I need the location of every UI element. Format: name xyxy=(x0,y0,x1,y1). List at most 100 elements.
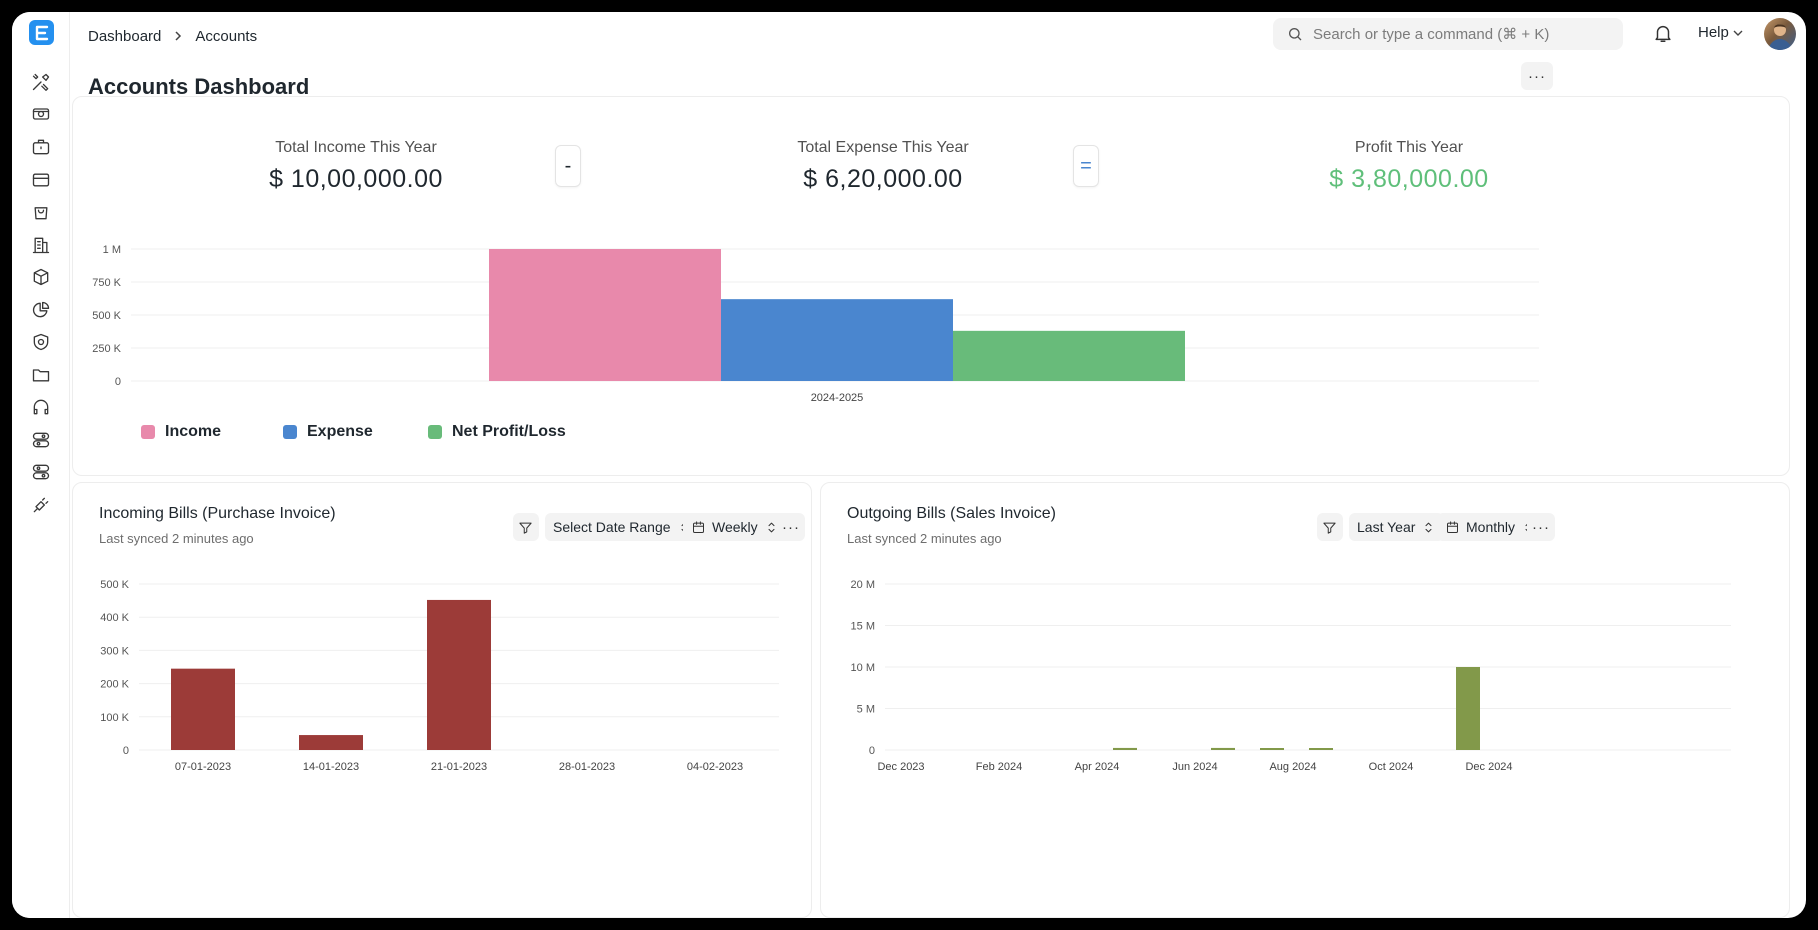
outgoing-interval-select[interactable]: Monthly xyxy=(1437,513,1545,541)
outgoing-filter-button[interactable] xyxy=(1317,513,1343,541)
toggle-alt-icon[interactable] xyxy=(29,460,53,484)
incoming-x-tick: 21-01-2023 xyxy=(431,761,487,773)
outgoing-bar[interactable] xyxy=(1309,748,1333,750)
briefcase-icon[interactable] xyxy=(29,135,53,159)
incoming-bills-title: Incoming Bills (Purchase Invoice) xyxy=(99,505,336,522)
help-label: Help xyxy=(1698,24,1729,41)
incoming-y-tick: 0 xyxy=(123,745,129,757)
legend-item[interactable]: Expense xyxy=(283,423,373,441)
outgoing-y-tick: 5 M xyxy=(857,704,875,716)
outgoing-bills-card: Outgoing Bills (Sales Invoice) Last sync… xyxy=(820,482,1790,918)
sort-icon xyxy=(1425,522,1432,532)
income-expense-chart: 0 250 K 500 K 750 K 1 M 2024-2025 xyxy=(92,244,1539,404)
outgoing-interval-value: Monthly xyxy=(1466,519,1516,535)
incoming-more-button[interactable]: ··· xyxy=(777,513,805,541)
folder-icon[interactable] xyxy=(29,363,53,387)
search-input[interactable] xyxy=(1313,25,1603,43)
outgoing-x-tick: Dec 2023 xyxy=(877,761,924,773)
breadcrumb: Dashboard Accounts xyxy=(88,24,257,48)
card-icon[interactable] xyxy=(29,168,53,192)
app-logo[interactable] xyxy=(29,20,54,45)
profit-label: Profit This Year xyxy=(1354,139,1464,156)
incoming-bar[interactable] xyxy=(171,668,235,750)
outgoing-bills-chart: 0 5 M 10 M 15 M 20 M Dec 2023 Feb 2024 Apr 2024… xyxy=(851,579,1731,773)
profit-value: $ 3,80,000.00 xyxy=(1329,165,1489,193)
page-title: Accounts Dashboard xyxy=(88,74,310,99)
box-icon[interactable] xyxy=(29,265,53,289)
incoming-x-tick: 07-01-2023 xyxy=(175,761,231,773)
incoming-interval-select[interactable]: Weekly xyxy=(683,513,787,541)
app-window: Dashboard Accounts Help Accounts Dashboa… xyxy=(12,12,1806,918)
legend-swatch xyxy=(428,425,442,439)
outgoing-y-tick: 20 M xyxy=(851,579,875,591)
main-y-tick: 1 M xyxy=(103,244,121,256)
incoming-y-tick: 400 K xyxy=(100,612,129,624)
incoming-bar[interactable] xyxy=(299,735,363,750)
summary-card: Total Income This Year $ 10,00,000.00 - … xyxy=(72,96,1790,476)
incoming-x-tick: 04-02-2023 xyxy=(687,761,743,773)
tools-icon[interactable] xyxy=(29,70,53,94)
page-more-button[interactable]: ··· xyxy=(1521,62,1553,90)
outgoing-date-range-select[interactable]: Last Year xyxy=(1349,513,1445,541)
avatar[interactable] xyxy=(1764,18,1796,50)
bar-net-profit-loss[interactable] xyxy=(953,330,1185,381)
minus-operator: - xyxy=(555,145,581,187)
outgoing-x-tick: Feb 2024 xyxy=(976,761,1022,773)
incoming-bills-card: Incoming Bills (Purchase Invoice) Last s… xyxy=(72,482,812,918)
sort-icon xyxy=(768,522,775,532)
bar-income[interactable] xyxy=(489,249,721,381)
toggle-icon[interactable] xyxy=(29,428,53,452)
incoming-interval-value: Weekly xyxy=(712,519,758,535)
incoming-x-tick: 28-01-2023 xyxy=(559,761,615,773)
building-icon[interactable] xyxy=(29,233,53,257)
breadcrumb-dashboard[interactable]: Dashboard xyxy=(88,27,162,45)
outgoing-more-button[interactable]: ··· xyxy=(1527,513,1555,541)
outgoing-x-tick: Oct 2024 xyxy=(1369,761,1414,773)
incoming-bills-sync: Last synced 2 minutes ago xyxy=(99,531,254,546)
help-menu[interactable]: Help xyxy=(1698,24,1743,41)
legend-swatch xyxy=(283,425,297,439)
shield-icon[interactable] xyxy=(29,330,53,354)
money-icon[interactable] xyxy=(29,102,53,126)
search-bar[interactable] xyxy=(1273,18,1623,50)
main-y-tick: 250 K xyxy=(92,343,121,355)
incoming-y-tick: 300 K xyxy=(100,645,129,657)
outgoing-bar[interactable] xyxy=(1211,747,1235,750)
incoming-date-range-select[interactable]: Select Date Range xyxy=(545,513,700,541)
outgoing-y-tick: 15 M xyxy=(851,621,875,633)
outgoing-bar[interactable] xyxy=(1113,747,1137,750)
main-x-tick: 2024-2025 xyxy=(811,392,864,404)
main-y-tick: 0 xyxy=(115,376,121,388)
income-value: $ 10,00,000.00 xyxy=(269,165,443,193)
outgoing-y-tick: 0 xyxy=(869,745,875,757)
bell-icon[interactable] xyxy=(1652,22,1676,46)
legend-label: Expense xyxy=(307,423,373,440)
outgoing-x-tick: Apr 2024 xyxy=(1075,761,1120,773)
main-y-tick: 750 K xyxy=(92,277,121,289)
legend-item[interactable]: Income xyxy=(141,423,221,441)
expense-label: Total Expense This Year xyxy=(797,139,969,156)
outgoing-bar[interactable] xyxy=(1456,667,1480,750)
outgoing-date-range-value: Last Year xyxy=(1357,519,1416,535)
legend-item[interactable]: Net Profit/Loss xyxy=(428,423,566,441)
filter-icon xyxy=(1323,522,1336,534)
calendar-icon xyxy=(1447,520,1458,533)
outgoing-bar[interactable] xyxy=(1260,748,1284,750)
incoming-filter-button[interactable] xyxy=(513,513,539,541)
main-y-tick: 500 K xyxy=(92,310,121,322)
outgoing-bills-title: Outgoing Bills (Sales Invoice) xyxy=(847,505,1056,522)
incoming-y-tick: 500 K xyxy=(100,579,129,591)
outgoing-x-tick: Jun 2024 xyxy=(1172,761,1217,773)
shopping-bag-icon[interactable] xyxy=(29,200,53,224)
incoming-y-tick: 100 K xyxy=(100,712,129,724)
plug-icon[interactable] xyxy=(29,493,53,517)
headset-icon[interactable] xyxy=(29,395,53,419)
calendar-icon xyxy=(693,520,704,533)
sidebar xyxy=(12,12,70,918)
search-icon xyxy=(1289,28,1302,41)
incoming-bar[interactable] xyxy=(427,599,491,750)
expense-value: $ 6,20,000.00 xyxy=(803,165,963,193)
bar-expense[interactable] xyxy=(721,299,953,381)
pie-chart-icon[interactable] xyxy=(29,298,53,322)
breadcrumb-accounts[interactable]: Accounts xyxy=(195,27,258,45)
